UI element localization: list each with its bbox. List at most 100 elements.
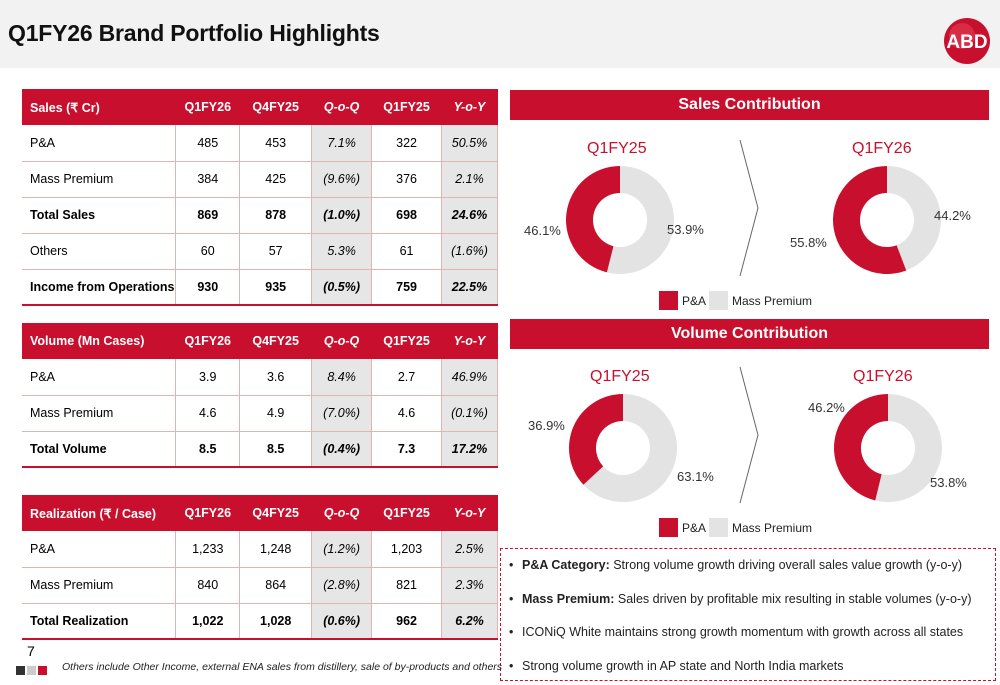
- column-header: Realization (₹ / Case): [22, 495, 176, 531]
- table-cell: 3.6: [239, 359, 313, 396]
- note-text: Strong volume growth driving overall sal…: [609, 558, 962, 572]
- note-bold: P&A Category:: [522, 558, 610, 572]
- note-item: ICONiQ White maintains strong growth mom…: [509, 621, 995, 655]
- column-header: Y-o-Y: [441, 495, 498, 531]
- column-header: Q-o-Q: [311, 89, 372, 125]
- note-bold: Mass Premium:: [522, 591, 615, 606]
- company-logo: ABD: [944, 18, 990, 64]
- column-header: Q-o-Q: [311, 495, 372, 531]
- header-bar: [0, 0, 1000, 68]
- table-cell: 57: [239, 233, 313, 270]
- volume-legend-mp: Mass Premium: [709, 518, 812, 537]
- table-cell: 935: [239, 269, 313, 306]
- table-cell: (0.6%): [311, 603, 373, 640]
- volume-left-pa-label: 36.9%: [528, 418, 565, 433]
- table-cell: 24.6%: [441, 197, 498, 234]
- table-cell: Total Volume: [22, 431, 177, 468]
- table-cell: 2.7: [371, 359, 442, 396]
- column-header: Q1FY26: [175, 89, 240, 125]
- column-header: Q1FY26: [175, 323, 240, 359]
- table-cell: 8.4%: [311, 359, 373, 396]
- mass-premium-slice: [875, 394, 942, 502]
- note-text: Sales driven by profitable mix resulting…: [614, 591, 972, 606]
- footnote: Others include Other Income, external EN…: [62, 661, 503, 673]
- column-header: Y-o-Y: [441, 89, 498, 125]
- column-header: Q4FY25: [239, 89, 312, 125]
- pa-slice: [834, 394, 888, 501]
- table-cell: 17.2%: [441, 431, 498, 468]
- mass-premium-slice: [887, 166, 941, 271]
- table-cell: Mass Premium: [22, 395, 177, 432]
- volume-q1fy26-donut: [834, 394, 942, 502]
- table-cell: 485: [175, 125, 241, 162]
- table-cell: 4.6: [175, 395, 241, 432]
- footer-square: [27, 666, 36, 675]
- column-header: Q1FY25: [371, 495, 442, 531]
- column-header: Q1FY26: [175, 495, 240, 531]
- table-cell: P&A: [22, 125, 177, 162]
- table-cell: Others: [22, 233, 177, 270]
- table-cell: (7.0%): [311, 395, 373, 432]
- table-cell: (9.6%): [311, 161, 373, 198]
- table-row: Others 60 57 5.3% 61 (1.6%): [22, 233, 498, 270]
- table-cell: 46.9%: [441, 359, 498, 396]
- sales-q1fy26-donut: [833, 166, 941, 274]
- table-cell: (1.0%): [311, 197, 373, 234]
- table-header-row: Volume (Mn Cases) Q1FY26 Q4FY25 Q-o-Q Q1FY25…: [22, 323, 498, 359]
- notes-box: P&A Category: Strong volume growth drivi…: [500, 548, 996, 681]
- pa-swatch: [659, 291, 678, 310]
- table-cell: 60: [175, 233, 241, 270]
- table-row: P&A 485 453 7.1% 322 50.5%: [22, 125, 498, 162]
- table-cell: Mass Premium: [22, 161, 177, 198]
- table-row: Total Sales 869 878 (1.0%) 698 24.6%: [22, 197, 498, 234]
- table-cell: 425: [239, 161, 313, 198]
- mass-premium-slice: [606, 166, 674, 274]
- legend-label: P&A: [682, 293, 707, 308]
- volume-right-pa-label: 46.2%: [808, 400, 845, 415]
- legend-label: P&A: [682, 520, 707, 535]
- volume-table: Volume (Mn Cases) Q1FY26 Q4FY25 Q-o-Q Q1FY25…: [22, 323, 498, 468]
- table-cell: 821: [371, 567, 443, 604]
- table-cell: P&A: [22, 359, 177, 396]
- volume-legend-pa: P&A: [659, 518, 706, 537]
- pa-slice: [569, 394, 623, 485]
- table-cell: Total Sales: [22, 197, 177, 234]
- sales-right-mp-label: 44.2%: [934, 208, 971, 223]
- note-text: ICONiQ White maintains strong growth mom…: [522, 625, 964, 639]
- table-cell: Income from Operations: [22, 269, 177, 306]
- chevron-right-icon: [739, 139, 759, 277]
- sales-left-mp-label: 53.9%: [667, 222, 704, 237]
- table-cell: 1,203: [371, 531, 443, 568]
- table-cell: 864: [239, 567, 313, 604]
- table-cell: 759: [371, 269, 443, 306]
- volume-left-mp-label: 63.1%: [677, 469, 714, 484]
- table-cell: (1.6%): [441, 233, 498, 270]
- table-row: Mass Premium 840 864 (2.8%) 821 2.3%: [22, 567, 498, 604]
- volume-left-year: Q1FY25: [590, 368, 650, 385]
- table-cell: 6.2%: [441, 603, 498, 640]
- pa-slice: [566, 166, 620, 273]
- sales-left-year: Q1FY25: [587, 140, 647, 157]
- table-row: Total Volume 8.5 8.5 (0.4%) 7.3 17.2%: [22, 431, 498, 468]
- note-item: Strong volume growth in AP state and Nor…: [509, 655, 995, 685]
- sales-legend-pa: P&A: [659, 291, 706, 310]
- table-cell: 2.3%: [441, 567, 498, 604]
- table-cell: 2.1%: [441, 161, 498, 198]
- table-cell: 50.5%: [441, 125, 498, 162]
- chevron-right-icon: [739, 366, 759, 504]
- table-cell: (1.2%): [311, 531, 373, 568]
- volume-right-mp-label: 53.8%: [930, 475, 967, 490]
- table-cell: P&A: [22, 531, 177, 568]
- table-cell: 930: [175, 269, 241, 306]
- table-cell: 453: [239, 125, 313, 162]
- table-cell: 878: [239, 197, 313, 234]
- note-item: Mass Premium: Sales driven by profitable…: [509, 588, 995, 622]
- volume-right-year: Q1FY26: [853, 368, 913, 385]
- table-cell: 962: [371, 603, 443, 640]
- column-header: Q1FY25: [371, 323, 442, 359]
- mass-premium-slice: [583, 394, 677, 502]
- table-row: P&A 1,233 1,248 (1.2%) 1,203 2.5%: [22, 531, 498, 568]
- table-cell: (2.8%): [311, 567, 373, 604]
- footer-square: [38, 666, 47, 675]
